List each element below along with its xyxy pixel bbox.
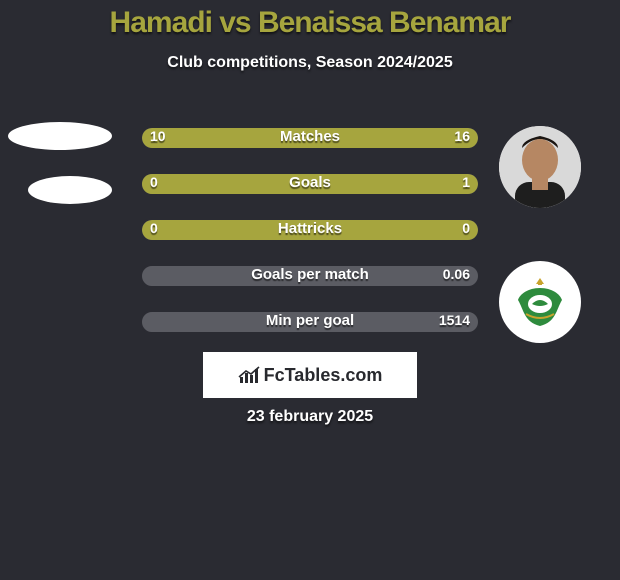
player-right-avatar <box>499 126 581 208</box>
stat-value-right: 0.06 <box>443 266 470 282</box>
stat-label: Hattricks <box>140 220 480 237</box>
player-photo-icon <box>499 126 581 208</box>
page-title: Hamadi vs Benaissa Benamar <box>0 0 620 40</box>
stat-row: Goals0 1 <box>140 172 480 196</box>
stat-label: Matches <box>140 128 480 145</box>
stat-value-right: 1 <box>462 174 470 190</box>
brand-suffix: .com <box>340 365 382 385</box>
subtitle: Club competitions, Season 2024/2025 <box>0 54 620 72</box>
bar-chart-icon <box>238 365 262 385</box>
player-left-avatar <box>8 122 112 150</box>
stat-label: Goals <box>140 174 480 191</box>
stat-value-right: 0 <box>462 220 470 236</box>
stat-row: Hattricks0 0 <box>140 218 480 242</box>
stat-label: Min per goal <box>140 312 480 329</box>
stat-row: Matches10 16 <box>140 126 480 150</box>
stat-value-left: 0 <box>150 174 158 190</box>
stat-value-right: 1514 <box>439 312 470 328</box>
brand-main: FcTables <box>264 365 341 385</box>
stat-label: Goals per match <box>140 266 480 283</box>
brand-logo: FcTables.com <box>203 352 417 398</box>
stat-value-right: 16 <box>454 128 470 144</box>
snapshot-date: 23 february 2025 <box>0 408 620 426</box>
stat-row: Goals per match0.06 <box>140 264 480 288</box>
stats-table: Matches1016Goals01Hattricks00Goals per m… <box>140 126 480 356</box>
club-left-avatar <box>28 176 112 204</box>
stat-value-left: 0 <box>150 220 158 236</box>
brand-name: FcTables.com <box>264 365 383 386</box>
stat-value-left: 10 <box>150 128 166 144</box>
club-crest-icon <box>512 274 568 330</box>
stat-row: Min per goal1514 <box>140 310 480 334</box>
club-right-crest <box>499 261 581 343</box>
